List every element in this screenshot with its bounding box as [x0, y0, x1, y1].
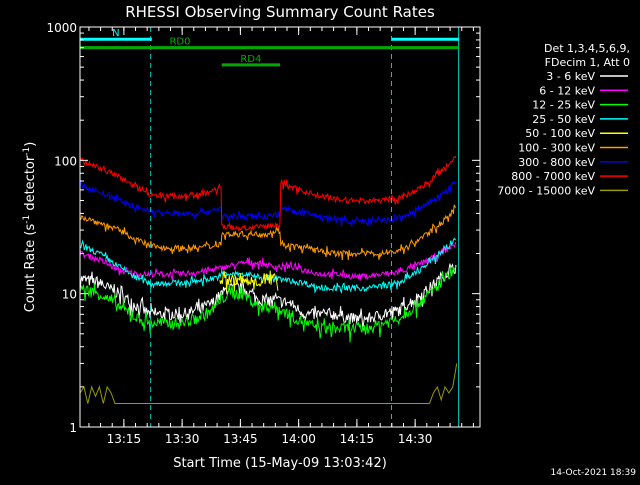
legend-header-1: FDecim 1, Att 0 — [545, 56, 630, 69]
legend-label-1: 6 - 12 keV — [539, 84, 595, 97]
x-tick-label-5: 14:30 — [398, 432, 433, 446]
plot-area: N RD0 RD4 — [79, 27, 460, 427]
series-line-0 — [79, 263, 457, 329]
legend-label-4: 50 - 100 keV — [525, 127, 595, 140]
legend-label-8: 7000 - 15000 keV — [497, 184, 595, 197]
y-tick-label-2: 100 — [54, 154, 77, 168]
y-tick-label-3: 1000 — [46, 21, 77, 35]
legend-label-2: 12 - 25 keV — [532, 99, 595, 112]
series-line-3 — [79, 237, 456, 295]
series-line-6 — [79, 179, 457, 227]
axis-ticks: 13:15 13:30 13:45 14:00 14:15 14:30 1 10 100 1000 — [46, 21, 481, 446]
y-label-end: ) — [23, 142, 38, 147]
series-line-8 — [79, 363, 458, 404]
flag-label-4: RD4 — [240, 54, 261, 65]
series-line-4 — [219, 270, 279, 292]
legend-label-7: 800 - 7000 keV — [511, 170, 595, 183]
y-label-main: Count Rate (s — [23, 224, 38, 313]
legend-label-6: 300 - 800 keV — [518, 156, 595, 169]
y-tick-label-0: 1 — [69, 421, 77, 435]
chart-title: RHESSI Observing Summary Count Rates — [125, 3, 435, 21]
x-tick-label-0: 13:15 — [107, 432, 142, 446]
series-line-2 — [79, 266, 457, 343]
x-axis-label: Start Time (15-May-09 13:03:42) — [173, 456, 387, 471]
timestamp: 14-Oct-2021 18:39 — [551, 468, 637, 478]
y-tick-label-1: 10 — [62, 288, 77, 302]
x-tick-label-2: 13:45 — [223, 432, 258, 446]
y-label-sup2: -1 — [22, 147, 32, 156]
y-axis-label: Count Rate (s-1 detector-1) — [22, 142, 38, 313]
x-tick-label-4: 14:15 — [340, 432, 375, 446]
x-tick-label-1: 13:30 — [165, 432, 200, 446]
y-label-mid: detector — [23, 155, 38, 215]
y-label-sup1: -1 — [22, 215, 32, 224]
legend-label-3: 25 - 50 keV — [532, 113, 595, 126]
series-line-5 — [79, 204, 457, 261]
flag-label-2: RD0 — [169, 37, 190, 48]
x-tick-label-3: 14:00 — [281, 432, 316, 446]
legend-label-5: 100 - 300 keV — [518, 142, 595, 155]
legend-label-0: 3 - 6 keV — [546, 70, 595, 83]
series-line-7 — [79, 155, 457, 233]
flag-label-0: N — [112, 28, 119, 39]
legend: Det 1,3,4,5,6,9,FDecim 1, Att 03 - 6 keV… — [497, 42, 630, 197]
plot-frame — [79, 26, 481, 428]
legend-header-0: Det 1,3,4,5,6,9, — [544, 42, 630, 55]
